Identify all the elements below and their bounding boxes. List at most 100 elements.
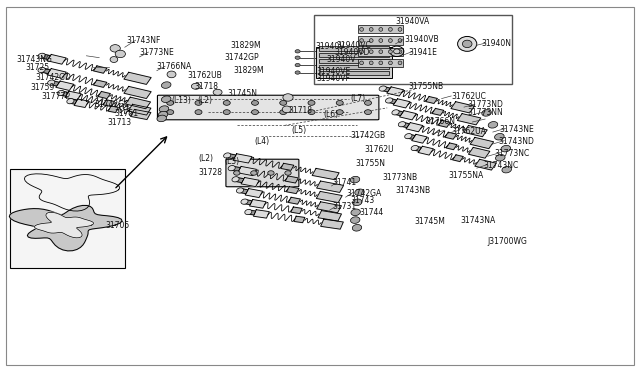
Polygon shape	[312, 169, 339, 180]
Text: 31743: 31743	[351, 196, 375, 205]
Polygon shape	[446, 143, 457, 150]
Polygon shape	[93, 80, 107, 87]
Text: 31829M: 31829M	[234, 66, 264, 75]
Polygon shape	[35, 212, 93, 238]
Polygon shape	[93, 66, 107, 73]
Polygon shape	[239, 189, 248, 194]
Polygon shape	[108, 106, 118, 112]
Text: 31940V: 31940V	[326, 55, 356, 64]
Polygon shape	[40, 68, 51, 74]
Ellipse shape	[502, 166, 511, 173]
Ellipse shape	[285, 171, 291, 175]
Text: 31766NA: 31766NA	[157, 62, 192, 71]
Ellipse shape	[388, 61, 392, 65]
Ellipse shape	[159, 106, 169, 112]
Ellipse shape	[336, 100, 343, 105]
Ellipse shape	[252, 110, 259, 115]
Polygon shape	[125, 97, 150, 109]
Ellipse shape	[388, 39, 392, 42]
Polygon shape	[253, 210, 269, 218]
Text: 31751: 31751	[114, 109, 138, 118]
Ellipse shape	[157, 115, 166, 122]
Ellipse shape	[369, 61, 373, 65]
Polygon shape	[387, 87, 404, 96]
Ellipse shape	[167, 71, 176, 78]
Polygon shape	[56, 81, 74, 90]
Ellipse shape	[398, 39, 402, 42]
Ellipse shape	[411, 145, 419, 151]
Text: 31718: 31718	[194, 82, 218, 91]
Ellipse shape	[67, 99, 74, 104]
Text: 31940V: 31940V	[316, 42, 345, 51]
Ellipse shape	[191, 83, 200, 89]
Ellipse shape	[369, 39, 373, 42]
Ellipse shape	[213, 89, 222, 95]
Ellipse shape	[360, 39, 364, 42]
Text: 31742GB: 31742GB	[351, 131, 386, 140]
Polygon shape	[287, 187, 299, 193]
Text: 31742GD: 31742GD	[35, 73, 71, 81]
Ellipse shape	[351, 217, 360, 223]
Polygon shape	[60, 91, 68, 96]
Text: 31755NA: 31755NA	[448, 171, 483, 180]
Text: (L4): (L4)	[255, 137, 270, 146]
FancyBboxPatch shape	[226, 159, 299, 187]
Ellipse shape	[379, 61, 383, 65]
Polygon shape	[50, 81, 60, 86]
Ellipse shape	[47, 80, 55, 85]
Ellipse shape	[57, 90, 65, 96]
Ellipse shape	[369, 50, 373, 54]
Ellipse shape	[228, 166, 236, 171]
Ellipse shape	[308, 110, 315, 115]
Polygon shape	[74, 99, 88, 108]
Ellipse shape	[379, 28, 383, 31]
Ellipse shape	[283, 94, 293, 101]
Ellipse shape	[236, 188, 244, 193]
Text: 31940N: 31940N	[481, 39, 511, 48]
Polygon shape	[381, 87, 390, 92]
Ellipse shape	[360, 50, 364, 54]
Ellipse shape	[295, 71, 300, 74]
Text: 31731: 31731	[333, 202, 357, 211]
Text: (L3): (L3)	[224, 157, 239, 166]
Bar	[319, 46, 389, 51]
Ellipse shape	[388, 28, 392, 31]
Polygon shape	[65, 91, 81, 100]
Polygon shape	[318, 211, 342, 221]
Polygon shape	[248, 210, 255, 215]
Ellipse shape	[495, 154, 505, 161]
Ellipse shape	[353, 199, 362, 206]
Polygon shape	[445, 132, 456, 139]
Text: 31829M: 31829M	[230, 41, 261, 50]
Text: 31773NC: 31773NC	[494, 149, 529, 158]
Polygon shape	[470, 137, 493, 149]
Polygon shape	[237, 166, 257, 176]
Polygon shape	[250, 199, 266, 208]
Ellipse shape	[336, 110, 343, 115]
Ellipse shape	[195, 110, 202, 115]
Ellipse shape	[195, 100, 202, 105]
Text: 31744: 31744	[360, 208, 384, 217]
Polygon shape	[317, 181, 344, 192]
Ellipse shape	[232, 177, 239, 182]
Ellipse shape	[252, 100, 259, 105]
Ellipse shape	[360, 28, 364, 31]
Polygon shape	[124, 72, 151, 84]
Ellipse shape	[161, 96, 171, 102]
Polygon shape	[233, 154, 252, 163]
Text: 31759: 31759	[31, 83, 55, 92]
Bar	[316, 46, 392, 78]
Ellipse shape	[360, 61, 364, 65]
Ellipse shape	[388, 50, 392, 54]
Ellipse shape	[352, 224, 362, 231]
Polygon shape	[317, 202, 341, 213]
Ellipse shape	[38, 53, 45, 58]
Text: 31742GA: 31742GA	[347, 189, 382, 198]
Bar	[319, 52, 389, 57]
Polygon shape	[475, 159, 496, 170]
Ellipse shape	[379, 86, 387, 91]
Ellipse shape	[282, 106, 291, 113]
Ellipse shape	[501, 145, 511, 152]
Ellipse shape	[308, 100, 315, 105]
Text: 31940VC: 31940VC	[336, 41, 371, 50]
